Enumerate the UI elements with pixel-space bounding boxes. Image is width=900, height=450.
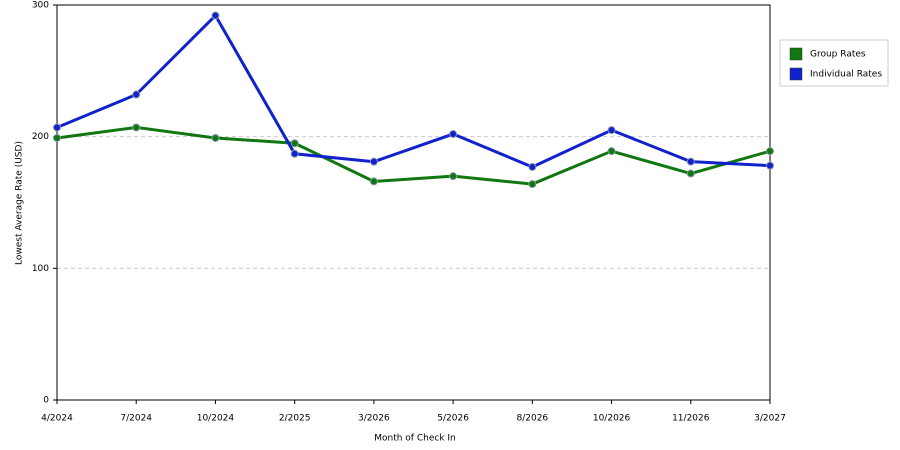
data-point	[290, 149, 299, 158]
series-line	[56, 125, 771, 186]
data-point	[290, 139, 299, 148]
data-point	[528, 162, 537, 171]
y-tick-label: 300	[32, 1, 49, 11]
x-tick-label: 7/2024	[120, 414, 152, 424]
x-tick-label: 8/2026	[516, 414, 548, 424]
y-tick-label: 0	[43, 396, 49, 406]
plot-frame	[56, 4, 771, 401]
data-point	[369, 177, 378, 186]
legend-label: Individual Rates	[810, 70, 882, 80]
data-point	[132, 123, 141, 132]
data-point	[211, 11, 220, 20]
x-tick-label: 4/2024	[41, 414, 73, 424]
data-point	[369, 157, 378, 166]
y-tick-label: 200	[32, 132, 49, 142]
data-point	[132, 90, 141, 99]
data-point	[449, 130, 458, 139]
data-point	[686, 157, 695, 166]
legend-swatch	[789, 47, 803, 61]
data-point	[766, 161, 774, 170]
data-point	[766, 147, 774, 156]
data-point	[607, 126, 616, 135]
data-point	[211, 133, 220, 142]
data-point	[528, 180, 537, 189]
data-point	[607, 147, 616, 156]
x-axis-label: Month of Check In	[374, 434, 456, 444]
x-tick-label: 3/2027	[754, 414, 786, 424]
x-tick-label: 11/2026	[672, 414, 710, 424]
y-tick-label: 100	[32, 264, 49, 274]
x-tick-label: 2/2025	[279, 414, 311, 424]
legend-swatch	[789, 67, 803, 81]
data-point	[449, 172, 458, 181]
x-tick-label: 10/2026	[593, 414, 631, 424]
legend-label: Group Rates	[810, 50, 866, 60]
x-tick-label: 10/2024	[197, 414, 235, 424]
y-axis-label: Lowest Average Rate (USD)	[15, 141, 25, 265]
x-tick-label: 3/2026	[358, 414, 390, 424]
data-point	[686, 169, 695, 178]
data-point	[53, 133, 61, 142]
series-line	[56, 13, 771, 169]
data-point	[53, 123, 61, 132]
x-tick-label: 5/2026	[437, 414, 469, 424]
